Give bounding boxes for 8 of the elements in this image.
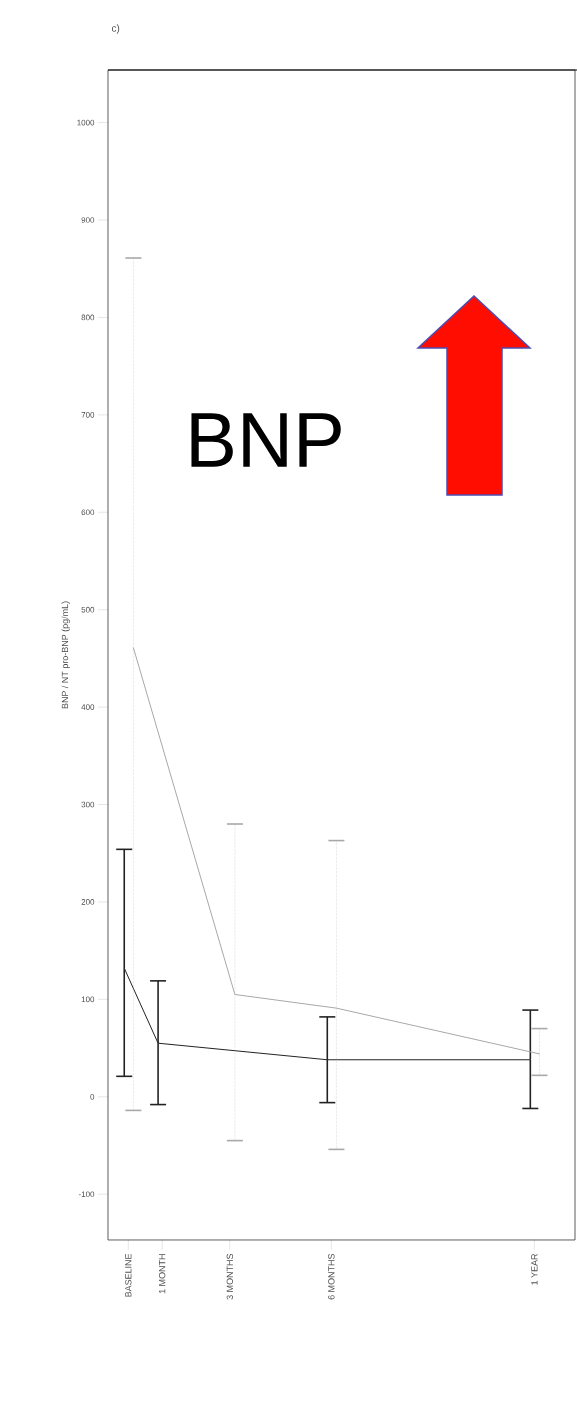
x-tick-label: 3 MONTHS	[226, 1253, 234, 1300]
x-tick-label: BASELINE	[125, 1253, 132, 1297]
x-tick-label: 1 YEAR	[531, 1253, 538, 1285]
x-tick-label: 6 MONTHS	[328, 1253, 335, 1300]
y-axis-title: BNP / NT pro-BNP (pg/mL)	[61, 601, 70, 709]
x-tick-label: 1 MONTH	[158, 1254, 166, 1294]
annotation: BNP	[191, 413, 341, 467]
text: c)	[111, 24, 120, 34]
